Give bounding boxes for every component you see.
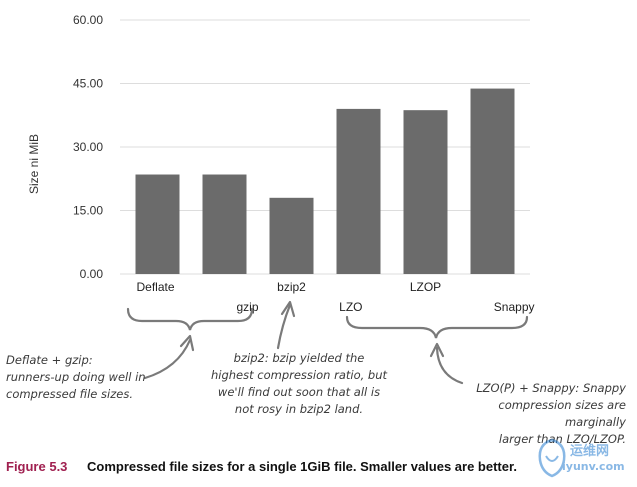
brace-lzo-snappy	[345, 315, 529, 339]
x-category-label: LZOP	[410, 280, 441, 294]
watermark-logo-icon	[538, 438, 566, 478]
x-category-label: Deflate	[137, 280, 175, 294]
x-category-label: bzip2	[277, 280, 306, 294]
x-axis-categories: Deflate gzip bzip2 LZO LZOP Snappy	[137, 280, 535, 314]
gridlines	[120, 19, 530, 275]
annotation-line: LZO(P) + Snappy: Snappy	[476, 381, 626, 395]
bar-lzop	[403, 110, 448, 274]
arrow-deflate-gzip	[143, 338, 192, 380]
y-tick-label: 0.00	[80, 267, 104, 281]
brace-deflate-gzip	[126, 307, 254, 331]
annotation-line: not rosy in bzip2 land.	[234, 402, 364, 416]
y-axis-ticks: 0.00 15.00 30.00 45.00 60.00	[73, 13, 103, 281]
arrowhead-lzo-snappy	[429, 342, 445, 358]
y-tick-label: 15.00	[73, 204, 103, 218]
watermark-url: iyunv.com	[562, 460, 625, 473]
annotation-line: we'll find out soon that all is	[217, 385, 381, 399]
x-category-label: LZO	[339, 300, 362, 314]
annotation-line: compressed file sizes.	[6, 387, 133, 401]
x-category-label: Snappy	[494, 300, 535, 314]
annotation-line: larger than LZO/LZOP.	[498, 432, 626, 446]
bar-bzip2	[269, 197, 314, 274]
annotation-line: compression sizes are marginally	[498, 398, 626, 429]
bar-snappy	[470, 88, 515, 274]
annotation-bzip2: bzip2: bzip yielded the highest compress…	[206, 350, 392, 418]
arrowhead-deflate-gzip	[179, 334, 195, 352]
bar-lzo	[336, 108, 381, 275]
y-axis-title: Size ni MiB	[27, 134, 41, 194]
annotation-line: highest compression ratio, but	[210, 368, 388, 382]
annotation-line: Deflate + gzip:	[6, 353, 93, 367]
figure-number: Figure 5.3	[6, 459, 68, 474]
watermark-text: 运维网	[570, 444, 610, 459]
watermark: 运维网 iyunv.com	[532, 436, 634, 484]
bar-gzip	[202, 174, 247, 274]
arrow-lzo-snappy	[435, 346, 464, 385]
annotation-line: bzip2: bzip yielded the	[233, 351, 365, 365]
bars	[135, 88, 515, 275]
y-tick-label: 60.00	[73, 13, 103, 27]
y-tick-label: 45.00	[73, 77, 103, 91]
annotation-lzo-snappy: LZO(P) + Snappy: Snappy compression size…	[438, 380, 626, 448]
annotation-line: runners-up doing well in	[6, 370, 146, 384]
caption-text: Compressed file sizes for a single 1GiB …	[87, 459, 517, 474]
annotation-deflate-gzip: Deflate + gzip: runners-up doing well in…	[6, 352, 156, 403]
arrowhead-bzip2	[280, 300, 296, 318]
x-category-label: gzip	[236, 300, 258, 314]
bar-deflate	[135, 174, 180, 274]
y-tick-label: 30.00	[73, 140, 103, 154]
figure-caption: Figure 5.3 Compressed file sizes for a s…	[6, 459, 631, 474]
arrow-bzip2	[276, 303, 292, 350]
